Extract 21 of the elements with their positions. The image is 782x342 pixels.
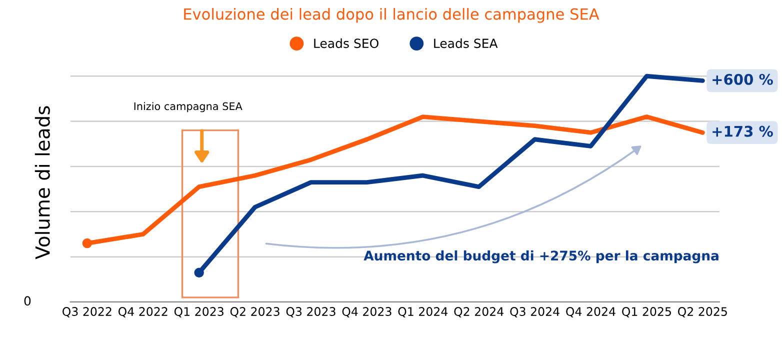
x-tick-label: Q2 2023 xyxy=(230,307,280,318)
x-tick-label: Q1 2025 xyxy=(622,307,671,318)
annotation: Inizio campagna SEA xyxy=(134,102,242,112)
x-tick-label: Q4 2022 xyxy=(118,307,168,318)
text: 0 xyxy=(24,296,31,306)
x-tick-label: Q4 2023 xyxy=(342,307,392,318)
x-tick-label: Q3 2023 xyxy=(286,307,336,318)
x-tick-label: Q3 2024 xyxy=(510,307,560,318)
legend-label: Leads SEO xyxy=(314,38,378,48)
annotation: Aumento del budget di +275% per la campagna xyxy=(364,250,718,264)
x-tick-label: Q1 2023 xyxy=(174,307,224,318)
x-tick-label: Q3 2022 xyxy=(62,307,112,318)
chart-title: Evoluzione dei lead dopo il lancio delle campagne SEA xyxy=(184,8,600,23)
x-tick-label: Q2 2025 xyxy=(678,307,727,318)
x-tick-label: Q1 2024 xyxy=(398,307,448,318)
annotation: +173 % xyxy=(712,126,773,137)
x-tick-label: Q2 2024 xyxy=(454,307,504,318)
x-tick-label: Q4 2024 xyxy=(566,307,616,318)
annotation: +600 % xyxy=(712,74,773,85)
y-axis-title: Volume di leads xyxy=(34,106,50,260)
legend-label: Leads SEA xyxy=(434,38,498,48)
